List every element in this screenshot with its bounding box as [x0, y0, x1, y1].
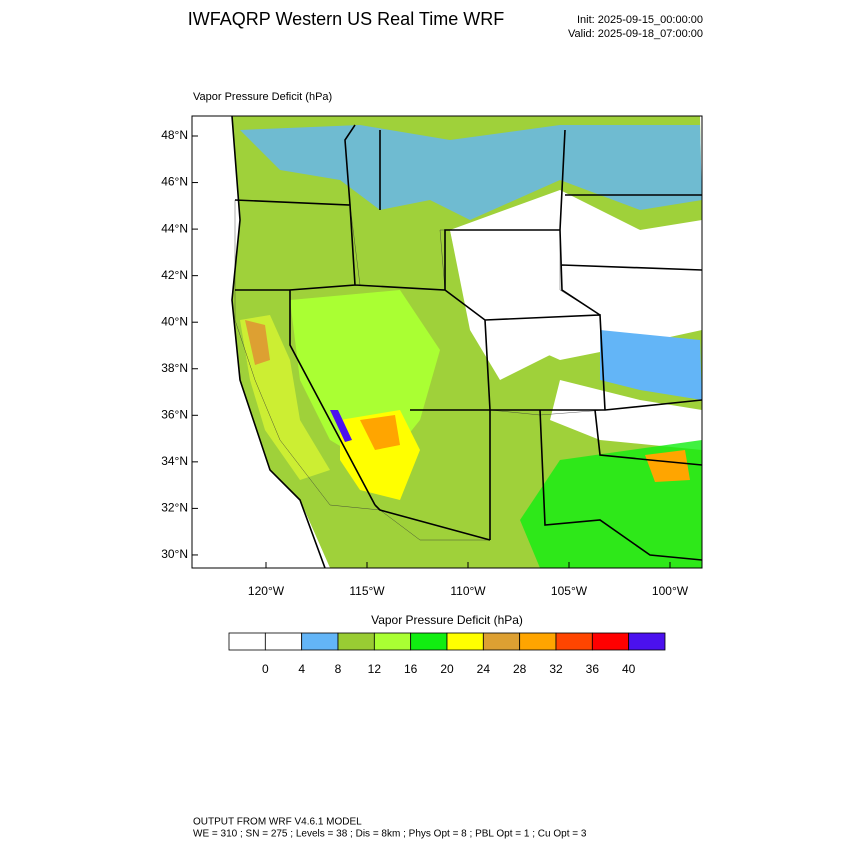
colorbar-label: 24 [477, 662, 491, 676]
lon-label: 105°W [551, 584, 588, 598]
init-time: Init: 2025-09-15_00:00:00 [577, 14, 703, 26]
lat-label: 46°N [161, 175, 188, 189]
map-title: Vapor Pressure Deficit (hPa) [193, 91, 332, 103]
lon-label: 100°W [652, 584, 689, 598]
footer-line: OUTPUT FROM WRF V4.6.1 MODEL [193, 817, 362, 828]
colorbar-label: 36 [586, 662, 600, 676]
colorbar-title: Vapor Pressure Deficit (hPa) [371, 613, 523, 627]
lat-label: 32°N [161, 501, 188, 515]
colorbar-label: 32 [549, 662, 563, 676]
title: IWFAQRP Western US Real Time WRF [188, 9, 504, 29]
lat-label: 42°N [161, 268, 188, 282]
lat-label: 40°N [161, 314, 188, 328]
color-box [628, 632, 666, 651]
color-box [410, 632, 448, 651]
lon-label: 120°W [248, 584, 285, 598]
map [191, 115, 703, 569]
color-box [446, 632, 484, 651]
color-box [337, 632, 375, 651]
colorbar-label: 20 [440, 662, 454, 676]
color-box [591, 632, 630, 651]
colorbar-label: 28 [513, 662, 527, 676]
lat-label: 30°N [161, 547, 188, 561]
map-axes: 48°N 46°N 44°N 42°N 40°N 38°N 36°N 34°N 32°N 30°N… [161, 128, 689, 598]
valid-time: Valid: 2025-09-18_07:00:00 [568, 28, 703, 40]
colorbar-label: 4 [298, 662, 305, 676]
color-box [519, 632, 557, 651]
colorbar-label: 8 [335, 662, 342, 676]
color-box [555, 632, 593, 651]
colorbar-label: 12 [368, 662, 382, 676]
lat-label: 38°N [161, 361, 188, 375]
color-box [301, 632, 339, 651]
lat-label: 36°N [161, 407, 188, 421]
colorbar-label: 0 [262, 662, 269, 676]
colorbar: 0 4 8 12 16 20 24 28 32 36 40 [228, 632, 666, 676]
colorbar-label: 16 [404, 662, 418, 676]
colorbar-label: 40 [622, 662, 636, 676]
lon-label: 110°W [450, 584, 486, 598]
footer-line: WE = 310 ; SN = 275 ; Levels = 38 ; Dis … [193, 829, 587, 840]
color-box [264, 632, 303, 651]
lat-label: 48°N [161, 128, 188, 142]
lat-label: 44°N [161, 221, 188, 235]
color-box [482, 632, 521, 651]
lat-label: 34°N [161, 454, 188, 468]
lon-label: 115°W [349, 584, 385, 598]
color-box [373, 632, 412, 651]
color-box [228, 632, 266, 651]
